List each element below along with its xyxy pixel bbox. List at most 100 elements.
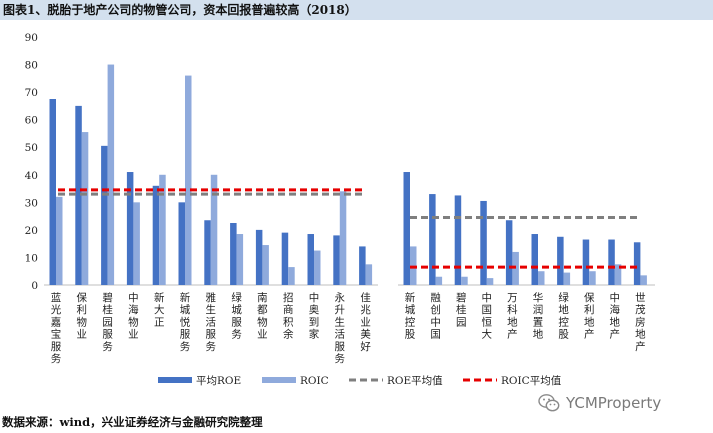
- bar-roic: [486, 278, 494, 285]
- x-category-label-char: 置: [533, 316, 544, 328]
- x-category-label-char: 华: [533, 291, 544, 304]
- x-category-label-char: 海: [128, 303, 139, 316]
- bar-roic: [461, 276, 468, 285]
- legend-swatch: [158, 377, 192, 383]
- bar-roic: [640, 275, 647, 285]
- bar-roe: [333, 235, 340, 285]
- x-category-label-char: 都: [257, 304, 268, 316]
- legend-label: 平均ROE: [196, 375, 241, 387]
- bar-roe: [359, 246, 366, 285]
- x-category-label-char: 佳: [360, 291, 371, 304]
- bar-roic: [210, 174, 218, 285]
- x-category-label-char: 服: [206, 329, 217, 341]
- x-category-label-char: 家: [309, 328, 320, 341]
- x-category-label-char: 服: [51, 341, 62, 353]
- y-tick-label: 60: [25, 115, 38, 127]
- y-tick-label: 80: [25, 60, 38, 72]
- x-category-label-char: 宝: [51, 328, 62, 341]
- x-category-label-char: 茂: [635, 303, 646, 316]
- figure-title: 图表1、脱胎于地产公司的物管公司，资本回报普遍较高（2018）: [0, 0, 713, 20]
- x-category-label-char: 地: [533, 328, 544, 341]
- bar-roic: [133, 202, 140, 285]
- bar-roic: [288, 267, 295, 285]
- x-category-label-char: 生: [206, 303, 217, 316]
- x-category-label-char: 南: [257, 291, 268, 304]
- x-category-label-char: 碧: [102, 292, 113, 304]
- x-category-label-char: 利: [584, 304, 595, 316]
- x-category-label-char: 城: [180, 304, 191, 316]
- x-category-label-char: 大: [154, 303, 165, 316]
- x-category-label-char: 兆: [360, 304, 371, 316]
- x-category-label-char: 生: [335, 315, 346, 328]
- x-category-label-char: 商: [283, 303, 294, 316]
- x-category-label-char: 服: [231, 316, 242, 328]
- bar-roe: [49, 99, 56, 285]
- bar-roic: [314, 250, 321, 285]
- bar-roe: [505, 220, 513, 285]
- x-category-label-char: 奥: [309, 303, 320, 316]
- bar-roic: [236, 234, 244, 285]
- x-category-label-char: 国: [482, 304, 493, 316]
- bar-roic: [262, 245, 269, 285]
- x-category-label-char: 中: [430, 315, 441, 328]
- x-category-label-char: 润: [533, 303, 544, 316]
- x-category-label-char: 业: [360, 316, 371, 328]
- x-category-label-char: 房: [635, 315, 646, 328]
- x-category-label-char: 好: [360, 341, 371, 353]
- x-category-label-char: 桂: [102, 303, 113, 316]
- x-category-label-char: 业: [257, 329, 268, 341]
- x-category-label-char: 中: [309, 291, 320, 304]
- bar-roe: [454, 195, 462, 285]
- x-category-label-char: 产: [635, 340, 646, 353]
- legend-label: ROIC: [300, 375, 329, 387]
- bar-roe: [255, 229, 263, 285]
- x-category-label-char: 园: [102, 316, 113, 328]
- bar-roe: [531, 234, 538, 285]
- bar-roe: [633, 242, 641, 285]
- x-category-label-char: 务: [206, 340, 217, 353]
- x-category-label-char: 余: [283, 328, 294, 341]
- x-category-label-char: 招: [283, 291, 294, 304]
- x-category-label-char: 控: [558, 315, 569, 328]
- x-category-label-char: 新: [180, 291, 191, 304]
- legend-label: ROIC平均值: [501, 374, 562, 387]
- x-category-label-char: 中: [128, 291, 139, 304]
- x-category-label-char: 创: [430, 303, 441, 316]
- x-category-label-char: 永: [335, 291, 346, 304]
- x-category-label-char: 业: [128, 329, 139, 341]
- x-category-label-char: 世: [635, 292, 646, 304]
- bar-roe: [608, 239, 615, 285]
- bar-roic: [159, 174, 166, 285]
- x-category-label-char: 利: [77, 304, 88, 316]
- x-category-label-char: 服: [180, 329, 191, 341]
- y-tick-label: 0: [31, 280, 38, 292]
- wechat-icon: [538, 394, 560, 412]
- chart: 0102030405060708090蓝光嘉宝服务保利物业碧桂园服务中海物业新大…: [25, 32, 655, 387]
- bar-roe: [126, 172, 134, 285]
- x-category-label-char: 碧: [456, 292, 467, 304]
- x-category-label-char: 地: [507, 315, 518, 328]
- x-category-label-char: 到: [309, 316, 320, 328]
- x-category-label-char: 绿: [558, 291, 569, 304]
- x-category-label-char: 物: [257, 315, 268, 328]
- x-category-label-char: 活: [206, 316, 217, 328]
- x-category-label-char: 控: [405, 315, 416, 328]
- x-category-label-char: 科: [507, 303, 518, 316]
- x-category-label-char: 产: [507, 328, 518, 341]
- x-category-label-char: 绿: [231, 291, 242, 304]
- y-tick-label: 50: [25, 142, 38, 154]
- bar-roic: [185, 75, 192, 285]
- bar-roe: [152, 185, 160, 285]
- x-category-label-char: 国: [430, 329, 441, 341]
- y-tick-label: 40: [25, 170, 38, 182]
- bar-roic: [435, 276, 443, 285]
- x-category-label-char: 务: [51, 352, 62, 365]
- bar-roe: [557, 236, 564, 285]
- bar-roic: [538, 271, 545, 285]
- bar-roic: [107, 64, 115, 285]
- x-category-label-char: 股: [558, 329, 569, 341]
- x-category-label-char: 地: [610, 315, 621, 328]
- bar-roic: [81, 132, 89, 285]
- bar-roe: [307, 234, 314, 285]
- x-category-label-char: 中: [482, 291, 493, 304]
